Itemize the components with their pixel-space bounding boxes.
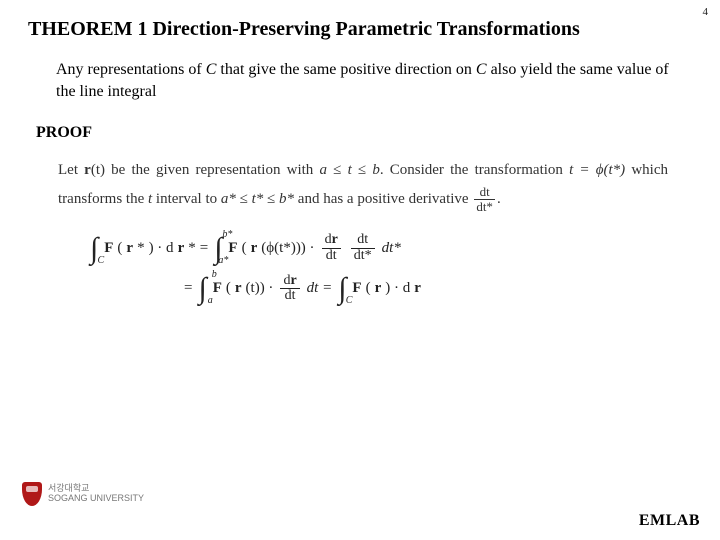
shield-icon [22, 482, 42, 506]
denominator: dt* [474, 200, 495, 214]
text: Let [58, 162, 84, 178]
theorem-statement: Any representations of C that give the s… [56, 59, 672, 102]
vec-f: F [213, 280, 222, 297]
dt-equals: dt = [307, 280, 333, 297]
vec-f: F [104, 240, 113, 257]
univ-en: SOGANG UNIVERSITY [48, 494, 144, 504]
integral-a-b: b∫a [198, 274, 206, 304]
dt: dt [351, 233, 375, 249]
star: * [188, 240, 196, 257]
open: ( [242, 240, 247, 257]
drdt-fraction: dr dt [322, 233, 341, 263]
vec-r: r [332, 232, 338, 247]
star: * [137, 240, 145, 257]
university-name: 서강대학교 SOGANG UNIVERSITY [48, 484, 144, 504]
inequality: a ≤ t ≤ b [320, 162, 380, 178]
inequality-star: a* ≤ t* ≤ b* [221, 191, 294, 207]
text: and has a positive derivative [294, 191, 472, 207]
vec-r: r [375, 280, 382, 297]
open: ( [226, 280, 231, 297]
vector-r: r [84, 162, 91, 178]
vec-f: F [228, 240, 237, 257]
proof-text: Let r(t) be the given representation wit… [58, 156, 668, 213]
transformation: t = ϕ(t*) [569, 162, 625, 178]
close-dot-d: ) · d [149, 240, 174, 257]
curve-c: C [476, 61, 487, 78]
text: (t) be the given representation with [91, 162, 320, 178]
theorem-title: THEOREM 1 Direction-Preserving Parametri… [28, 18, 692, 41]
dt: dt [280, 289, 299, 304]
integral-astar-bstar: b*∫a* [214, 234, 222, 264]
vec-r: r [290, 273, 296, 288]
derivative-fraction: dtdt* [474, 185, 495, 213]
vec-r: r [235, 280, 242, 297]
d: d [325, 232, 332, 247]
dtstar: dt* [351, 249, 375, 264]
text: Any representations of [56, 61, 206, 78]
text: . [497, 191, 501, 207]
integral-c: ∫C [338, 274, 346, 304]
equation-row-2: = b∫a F(r(t)) · drdt dt = ∫C F(r) · dr [184, 274, 692, 304]
close-dot-d: ) · d [385, 280, 410, 297]
equation-block: ∫C F(r*) · dr* = b*∫a* F(r(ϕ(t*))) · drd… [88, 233, 692, 304]
dt: dt [322, 249, 341, 264]
open: ( [366, 280, 371, 297]
text: interval to [152, 191, 221, 207]
vec-r: r [251, 240, 258, 257]
phi-arg: (ϕ(t*))) · [261, 240, 314, 257]
equation-row-1: ∫C F(r*) · dr* = b*∫a* F(r(ϕ(t*))) · drd… [88, 233, 692, 263]
lower-bound: a* [218, 256, 228, 266]
text: . Consider the transformation [380, 162, 569, 178]
footer-logo: 서강대학교 SOGANG UNIVERSITY [22, 482, 144, 506]
upper-bound: b [212, 270, 217, 280]
page-number: 4 [703, 6, 709, 18]
dtdtstar-fraction: dtdt* [351, 233, 375, 263]
proof-label: PROOF [36, 124, 692, 142]
integral-c: ∫C [90, 234, 98, 264]
equals: = [184, 280, 192, 297]
vec-f: F [352, 280, 361, 297]
sub-c: C [98, 256, 105, 266]
lab-label: EMLAB [639, 512, 700, 530]
drdt-fraction: drdt [280, 274, 299, 304]
of-t: (t)) · [246, 280, 274, 297]
upper-bound: b* [222, 230, 232, 240]
numerator: dt [474, 185, 495, 200]
dtstar: dt* [382, 240, 401, 257]
vec-r: r [414, 280, 421, 297]
open: ( [117, 240, 122, 257]
vec-r: r [126, 240, 133, 257]
curve-c: C [206, 61, 217, 78]
sub-c: C [346, 296, 353, 306]
text: that give the same positive direction on [216, 61, 476, 78]
equals: = [200, 240, 208, 257]
vec-r: r [178, 240, 185, 257]
lower-bound: a [208, 296, 213, 306]
